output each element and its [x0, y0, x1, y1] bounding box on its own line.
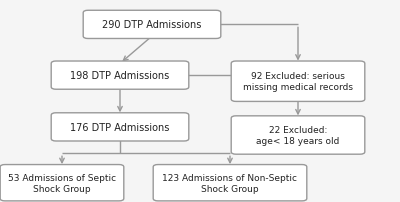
- FancyBboxPatch shape: [83, 11, 221, 39]
- Text: 176 DTP Admissions: 176 DTP Admissions: [70, 122, 170, 132]
- Text: 53 Admissions of Septic
Shock Group: 53 Admissions of Septic Shock Group: [8, 173, 116, 193]
- FancyBboxPatch shape: [153, 165, 307, 201]
- Text: 92 Excluded: serious
missing medical records: 92 Excluded: serious missing medical rec…: [243, 72, 353, 92]
- FancyBboxPatch shape: [0, 165, 124, 201]
- Text: 22 Excluded:
age< 18 years old: 22 Excluded: age< 18 years old: [256, 125, 340, 145]
- FancyBboxPatch shape: [51, 113, 189, 141]
- FancyBboxPatch shape: [231, 116, 365, 154]
- Text: 290 DTP Admissions: 290 DTP Admissions: [102, 20, 202, 30]
- Text: 198 DTP Admissions: 198 DTP Admissions: [70, 71, 170, 81]
- FancyBboxPatch shape: [51, 62, 189, 90]
- FancyBboxPatch shape: [231, 62, 365, 102]
- Text: 123 Admissions of Non-Septic
Shock Group: 123 Admissions of Non-Septic Shock Group: [162, 173, 298, 193]
